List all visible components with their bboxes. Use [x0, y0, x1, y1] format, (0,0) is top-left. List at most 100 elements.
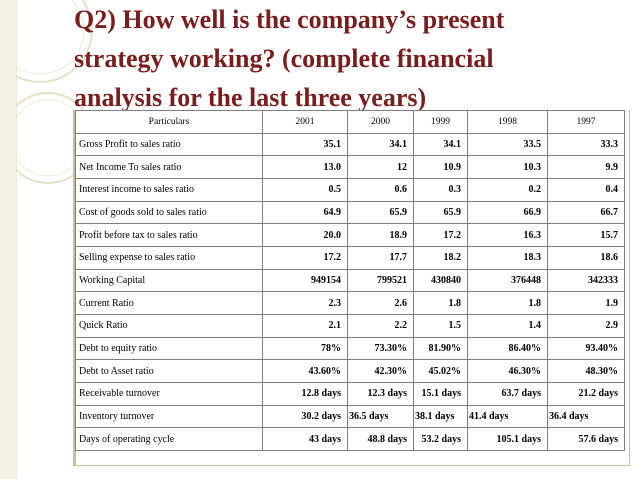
- header-1997: 1997: [547, 110, 625, 134]
- table-row: Quick Ratio 2.1 2.2 1.5 1.4 2.9: [75, 314, 625, 338]
- cell-1997: 48.30%: [547, 359, 625, 384]
- cell-1999: 1.5: [413, 314, 468, 338]
- cell-2001: 12.8 days: [262, 382, 348, 406]
- cell-1997: 342333: [547, 268, 625, 293]
- row-label: Selling expense to sales ratio: [75, 246, 263, 270]
- cell-2000: 799521: [347, 268, 414, 293]
- cell-1997: 36.4 days: [547, 404, 625, 429]
- cell-2001: 64.9: [262, 200, 348, 225]
- row-label: Debt to Asset ratio: [75, 359, 263, 384]
- cell-1999: 0.3: [413, 178, 468, 202]
- table-row: Profit before tax to sales ratio 20.0 18…: [75, 223, 625, 248]
- cell-2000: 48.8 days: [347, 427, 414, 452]
- cell-1997: 2.9: [547, 314, 625, 338]
- cell-1999: 15.1 days: [413, 382, 468, 406]
- cell-1999: 81.90%: [413, 336, 468, 361]
- cell-2000: 0.6: [347, 178, 414, 202]
- financial-analysis-table: Particulars 2001 2000 1999 1998 1997 Gro…: [75, 110, 625, 452]
- header-2001: 2001: [262, 110, 348, 134]
- cell-2001: 20.0: [262, 223, 348, 248]
- cell-1997: 9.9: [547, 155, 625, 180]
- cell-1997: 66.7: [547, 200, 625, 225]
- row-label: Interest income to sales ratio: [75, 178, 263, 202]
- cell-2000: 12: [347, 155, 414, 180]
- title-line-3: analysis for the last three years): [74, 83, 427, 112]
- row-label: Current Ratio: [75, 291, 263, 316]
- cell-2000: 18.9: [347, 223, 414, 248]
- table-row: Cost of goods sold to sales ratio 64.9 6…: [75, 200, 625, 225]
- row-label: Receivable turnover: [75, 382, 263, 406]
- table-row: Receivable turnover 12.8 days 12.3 days …: [75, 382, 625, 406]
- decorative-background: [0, 0, 110, 479]
- row-label: Cost of goods sold to sales ratio: [75, 200, 263, 225]
- cell-1998: 16.3: [467, 223, 548, 248]
- cell-2001: 30.2 days: [262, 404, 348, 429]
- row-label: Inventory turnover: [75, 404, 263, 429]
- table-row: Net Income To sales ratio 13.0 12 10.9 1…: [75, 155, 625, 180]
- cell-1997: 33.3: [547, 132, 625, 157]
- cell-1997: 15.7: [547, 223, 625, 248]
- cell-1998: 1.4: [467, 314, 548, 338]
- title-line-1: Q2) How well is the company’s present: [74, 5, 505, 34]
- cell-2001: 43 days: [262, 427, 348, 452]
- cell-2001: 0.5: [262, 178, 348, 202]
- cell-1999: 45.02%: [413, 359, 468, 384]
- cell-1998: 63.7 days: [467, 382, 548, 406]
- cell-2000: 34.1: [347, 132, 414, 157]
- cell-1999: 18.2: [413, 246, 468, 270]
- row-label: Profit before tax to sales ratio: [75, 223, 263, 248]
- slide-title: Q2) How well is the company’s present st…: [74, 0, 634, 117]
- left-stripe: [0, 0, 16, 479]
- cell-1997: 93.40%: [547, 336, 625, 361]
- cell-1999: 10.9: [413, 155, 468, 180]
- cell-2000: 36.5 days: [347, 404, 414, 429]
- cell-2000: 17.7: [347, 246, 414, 270]
- cell-2001: 13.0: [262, 155, 348, 180]
- cell-1998: 0.2: [467, 178, 548, 202]
- table-row: Current Ratio 2.3 2.6 1.8 1.8 1.9: [75, 291, 625, 316]
- table-row: Inventory turnover 30.2 days 36.5 days 3…: [75, 404, 625, 429]
- cell-1997: 0.4: [547, 178, 625, 202]
- row-label: Gross Profit to sales ratio: [75, 132, 263, 157]
- table-row: Working Capital 949154 799521 430840 376…: [75, 268, 625, 293]
- header-2000: 2000: [347, 110, 414, 134]
- row-label: Working Capital: [75, 268, 263, 293]
- table-row: Debt to equity ratio 78% 73.30% 81.90% 8…: [75, 336, 625, 361]
- row-label: Quick Ratio: [75, 314, 263, 338]
- row-label: Days of operating cycle: [75, 427, 263, 452]
- row-label: Net Income To sales ratio: [75, 155, 263, 180]
- cell-2001: 78%: [262, 336, 348, 361]
- cell-1999: 53.2 days: [413, 427, 468, 452]
- table-row: Selling expense to sales ratio 17.2 17.7…: [75, 246, 625, 270]
- cell-2001: 35.1: [262, 132, 348, 157]
- cell-1999: 430840: [413, 268, 468, 293]
- cell-2001: 949154: [262, 268, 348, 293]
- cell-1998: 10.3: [467, 155, 548, 180]
- cell-1997: 21.2 days: [547, 382, 625, 406]
- cell-1999: 17.2: [413, 223, 468, 248]
- cell-1998: 46.30%: [467, 359, 548, 384]
- cell-1998: 18.3: [467, 246, 548, 270]
- deco-circle-top: [0, 0, 93, 83]
- cell-2001: 2.1: [262, 314, 348, 338]
- cell-1999: 1.8: [413, 291, 468, 316]
- cell-2000: 12.3 days: [347, 382, 414, 406]
- cell-1998: 33.5: [467, 132, 548, 157]
- cell-2000: 2.2: [347, 314, 414, 338]
- cell-1997: 1.9: [547, 291, 625, 316]
- cell-1997: 18.6: [547, 246, 625, 270]
- table-row: Gross Profit to sales ratio 35.1 34.1 34…: [75, 132, 625, 157]
- cell-1997: 57.6 days: [547, 427, 625, 452]
- cell-1999: 34.1: [413, 132, 468, 157]
- header-1999: 1999: [413, 110, 468, 134]
- cell-2001: 43.60%: [262, 359, 348, 384]
- deco-circle-top-inner: [0, 0, 85, 75]
- header-particulars: Particulars: [75, 110, 263, 134]
- cell-2001: 2.3: [262, 291, 348, 316]
- cell-2000: 73.30%: [347, 336, 414, 361]
- row-label: Debt to equity ratio: [75, 336, 263, 361]
- table-row: Debt to Asset ratio 43.60% 42.30% 45.02%…: [75, 359, 625, 384]
- cell-2000: 2.6: [347, 291, 414, 316]
- table-header-row: Particulars 2001 2000 1999 1998 1997: [75, 110, 625, 134]
- table-row: Interest income to sales ratio 0.5 0.6 0…: [75, 178, 625, 202]
